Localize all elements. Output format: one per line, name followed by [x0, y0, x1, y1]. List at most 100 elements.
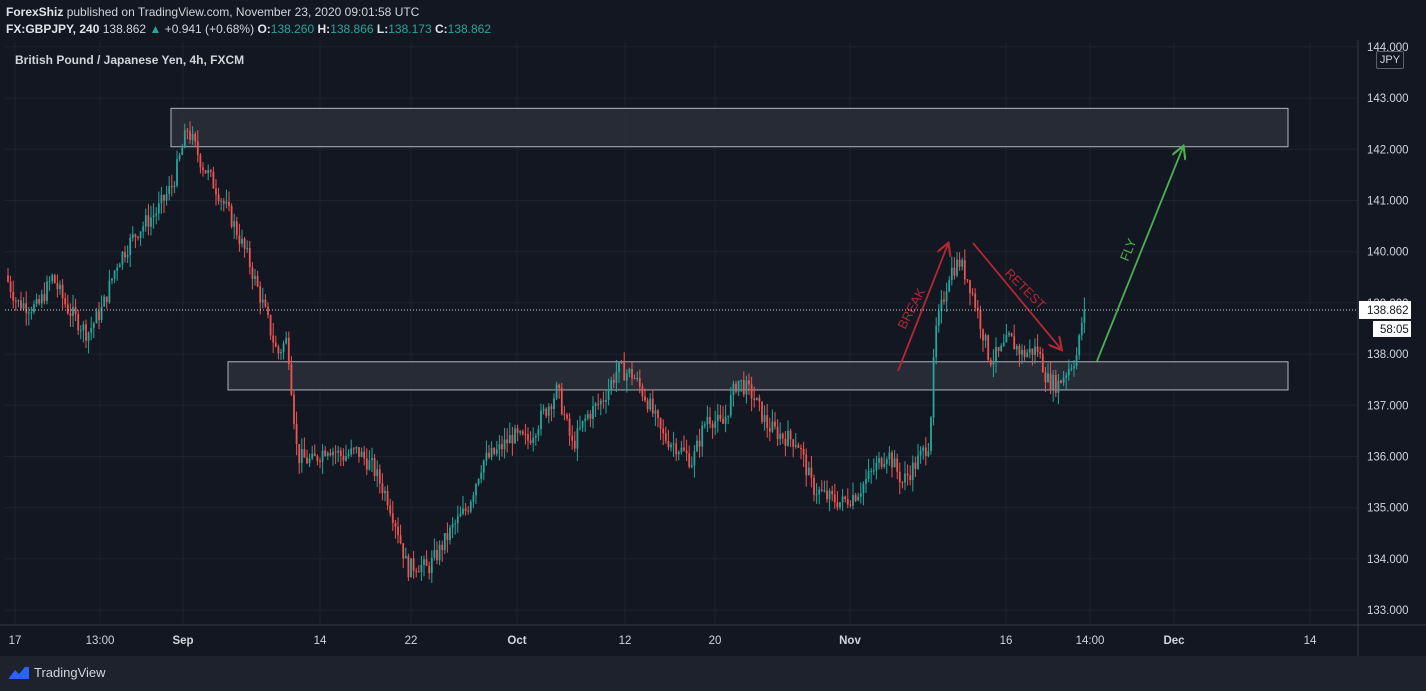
- candle-body: [160, 195, 163, 204]
- candle-body: [61, 284, 64, 299]
- candle-body: [363, 451, 366, 459]
- tradingview-logo-icon[interactable]: [8, 666, 30, 680]
- candle-body: [649, 398, 652, 410]
- y-tick-label: 142.000: [1367, 144, 1409, 156]
- candle-body: [883, 463, 886, 467]
- candle-body: [953, 267, 956, 276]
- candle-body: [636, 377, 639, 379]
- candle-body: [641, 386, 644, 397]
- candle-body: [940, 299, 943, 312]
- candle-body: [966, 279, 969, 281]
- candle-body: [217, 194, 220, 202]
- candle-body: [644, 396, 646, 401]
- x-tick-label: Sep: [172, 635, 193, 647]
- candle-body: [311, 453, 314, 459]
- x-tick-label: 17: [9, 635, 22, 647]
- candle-body: [906, 473, 909, 476]
- candle-body: [1023, 349, 1026, 357]
- candle-body: [683, 447, 685, 451]
- candle-body: [542, 408, 545, 411]
- candle-body: [248, 248, 251, 268]
- candle-body: [105, 296, 108, 302]
- candle-body: [209, 170, 212, 172]
- candle-body: [121, 252, 124, 265]
- candle-body: [113, 270, 116, 279]
- candle-body: [350, 448, 353, 455]
- candle-body: [337, 450, 340, 453]
- candle-body: [508, 434, 511, 444]
- candle-body: [165, 194, 168, 201]
- candle-body: [1041, 354, 1044, 373]
- candle-body: [376, 469, 379, 477]
- candle-body: [745, 380, 748, 395]
- candle-body: [818, 489, 821, 495]
- retest-arrow: [972, 242, 1061, 349]
- candles: [7, 121, 1086, 583]
- candle-body: [144, 215, 147, 227]
- candle-body: [605, 399, 607, 402]
- candle-body: [722, 418, 724, 424]
- candle-body: [917, 455, 919, 469]
- candle-body: [503, 439, 506, 450]
- candle-body: [51, 274, 54, 282]
- candle-body: [137, 236, 139, 239]
- candle-body: [813, 477, 815, 495]
- candle-body: [586, 413, 589, 419]
- candle-body: [423, 559, 425, 565]
- candle-body: [571, 435, 574, 441]
- candle-body: [927, 451, 930, 456]
- candle-body: [930, 417, 932, 452]
- candle-body: [1026, 352, 1029, 357]
- candle-body: [27, 312, 30, 314]
- candle-body: [451, 524, 454, 528]
- author-name[interactable]: ForexShiz: [6, 5, 64, 19]
- candle-body: [285, 337, 288, 344]
- candle-body: [204, 170, 207, 174]
- candle-body: [922, 447, 925, 451]
- candle-body: [597, 403, 600, 405]
- candle-body: [12, 291, 15, 301]
- candle-body: [610, 379, 613, 390]
- candle-body: [316, 455, 319, 462]
- candle-body: [781, 433, 784, 439]
- candle-body: [368, 460, 371, 470]
- candle-body: [38, 299, 41, 304]
- candle-body: [615, 372, 618, 383]
- candle-body: [139, 231, 142, 239]
- candle-body: [846, 499, 849, 505]
- candle-body: [477, 479, 480, 485]
- candle-body: [378, 469, 381, 484]
- candle-body: [711, 423, 714, 428]
- footer-brand[interactable]: TradingView: [34, 665, 106, 680]
- candle-body: [1057, 380, 1060, 393]
- candle-body: [792, 439, 795, 447]
- candle-body: [537, 429, 540, 436]
- candle-body: [719, 414, 722, 419]
- candle-body: [300, 449, 303, 464]
- candle-body: [267, 306, 269, 316]
- candle-body: [898, 471, 901, 483]
- candle-body: [417, 571, 420, 573]
- candle-body: [142, 226, 145, 232]
- currency-badge[interactable]: JPY: [1376, 51, 1404, 69]
- candle-body: [774, 421, 776, 427]
- candle-body: [514, 428, 516, 444]
- candle-body: [529, 440, 532, 443]
- candle-body: [168, 186, 171, 195]
- candle-body: [66, 304, 69, 314]
- candle-body: [1008, 333, 1010, 335]
- break-arrow: [897, 244, 948, 372]
- candle-body: [625, 373, 628, 381]
- candle-body: [654, 410, 657, 414]
- candle-body: [493, 447, 496, 454]
- candle-body: [277, 346, 280, 354]
- candle-body: [558, 384, 561, 389]
- x-tick-label: Oct: [507, 635, 526, 647]
- candle-body: [540, 410, 542, 430]
- open-value: 138.260: [270, 22, 315, 36]
- candle-body: [443, 533, 446, 551]
- candle-body: [802, 448, 805, 455]
- candle-body: [1028, 348, 1031, 353]
- candle-body: [30, 312, 33, 314]
